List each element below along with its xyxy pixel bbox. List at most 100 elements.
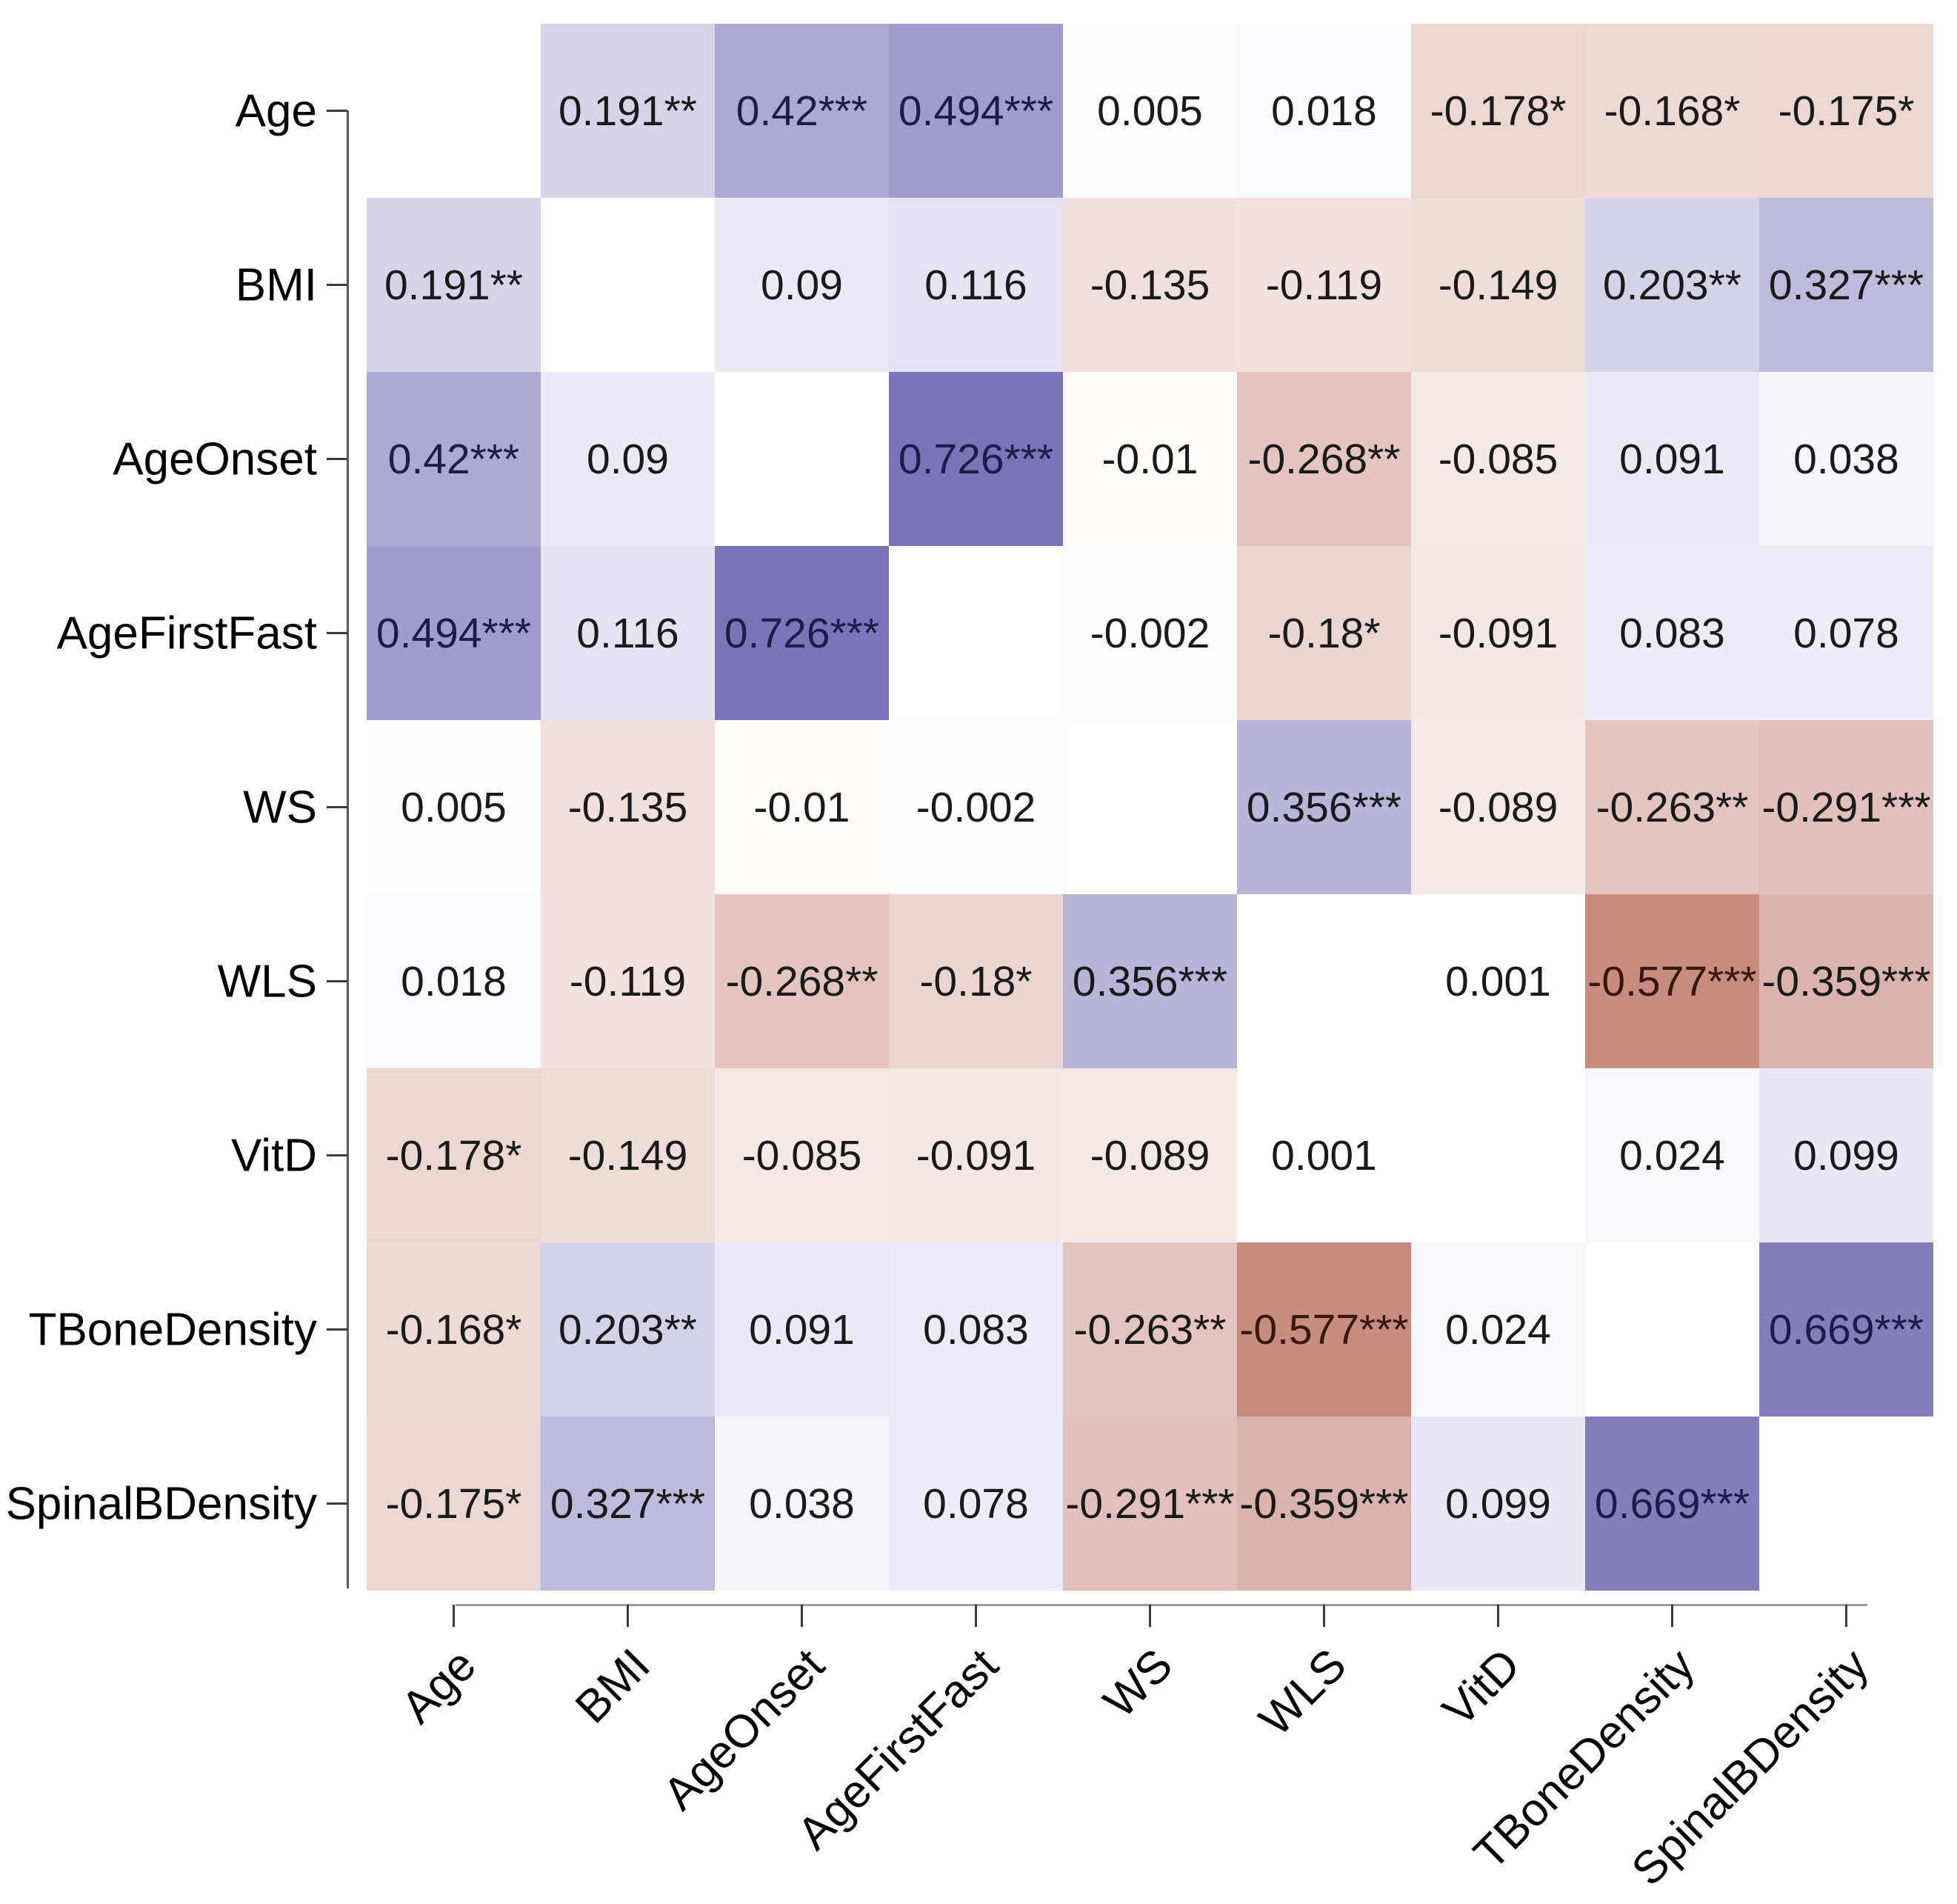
- heatmap-cell: [1585, 1242, 1759, 1417]
- x-axis-tick: [975, 1605, 977, 1627]
- heatmap-cell: 0.09: [541, 372, 715, 546]
- heatmap-cell: -0.577***: [1237, 1242, 1411, 1417]
- heatmap-cell: -0.089: [1411, 720, 1585, 894]
- heatmap-cell: -0.178*: [367, 1068, 541, 1242]
- heatmap-cell: 0.083: [889, 1242, 1063, 1417]
- x-axis-label: WLS: [1250, 1639, 1356, 1746]
- heatmap-cell: [541, 198, 715, 372]
- heatmap-cell: -0.135: [541, 720, 715, 894]
- heatmap-cell: 0.083: [1585, 546, 1759, 720]
- y-axis-line: [347, 110, 349, 1588]
- heatmap-cell: -0.291***: [1759, 720, 1933, 894]
- heatmap-cell: -0.01: [1063, 372, 1237, 546]
- heatmap-cell: -0.268**: [715, 894, 889, 1068]
- heatmap-cell: -0.268**: [1237, 372, 1411, 546]
- heatmap-cell: -0.263**: [1585, 720, 1759, 894]
- x-axis-tick: [1149, 1605, 1151, 1627]
- heatmap-cell: [1759, 1417, 1933, 1591]
- heatmap-cell: -0.18*: [889, 894, 1063, 1068]
- heatmap-cell: -0.091: [889, 1068, 1063, 1242]
- x-axis-tick: [1671, 1605, 1673, 1627]
- heatmap-cell: -0.002: [889, 720, 1063, 894]
- heatmap-cell: 0.116: [889, 198, 1063, 372]
- heatmap-cell: 0.078: [1759, 546, 1933, 720]
- heatmap-cell: -0.263**: [1063, 1242, 1237, 1417]
- x-axis-label: BMI: [566, 1639, 660, 1734]
- heatmap-cell: [715, 372, 889, 546]
- heatmap-cell: -0.119: [541, 894, 715, 1068]
- heatmap-cell: [367, 24, 541, 198]
- heatmap-cell: -0.01: [715, 720, 889, 894]
- heatmap-cell: 0.001: [1411, 894, 1585, 1068]
- y-axis-label: BMI: [235, 259, 317, 310]
- heatmap-cell: [1411, 1068, 1585, 1242]
- heatmap-cell: 0.091: [1585, 372, 1759, 546]
- heatmap-cell: -0.002: [1063, 546, 1237, 720]
- y-axis-tick: [327, 1328, 347, 1331]
- heatmap-cell: 0.116: [541, 546, 715, 720]
- heatmap-cell: 0.005: [367, 720, 541, 894]
- x-axis-tick: [1497, 1605, 1499, 1627]
- heatmap-cell: 0.099: [1411, 1417, 1585, 1591]
- y-axis-label: SpinalBDensity: [5, 1478, 317, 1529]
- heatmap-cell: 0.078: [889, 1417, 1063, 1591]
- heatmap-cell: -0.168*: [367, 1242, 541, 1417]
- heatmap-cell: -0.18*: [1237, 546, 1411, 720]
- y-axis-label: WLS: [217, 956, 317, 1007]
- x-axis-label: VitD: [1433, 1639, 1530, 1737]
- y-axis-tick: [327, 110, 347, 112]
- heatmap-cell: 0.038: [1759, 372, 1933, 546]
- x-axis-tick: [1845, 1605, 1847, 1627]
- heatmap-cell: 0.024: [1585, 1068, 1759, 1242]
- y-axis-tick: [327, 1502, 347, 1505]
- heatmap-cell: 0.001: [1237, 1068, 1411, 1242]
- heatmap-cell: -0.085: [715, 1068, 889, 1242]
- heatmap-cell: 0.038: [715, 1417, 889, 1591]
- heatmap-cell: -0.175*: [367, 1417, 541, 1591]
- y-axis-label: WS: [243, 782, 317, 833]
- heatmap-cell: -0.119: [1237, 198, 1411, 372]
- x-axis-label: Age: [392, 1639, 486, 1734]
- y-axis-label: Age: [235, 85, 317, 136]
- heatmap-cell: 0.726***: [889, 372, 1063, 546]
- heatmap-cell: 0.018: [367, 894, 541, 1068]
- heatmap-cell: 0.494***: [367, 546, 541, 720]
- x-axis-tick: [1323, 1605, 1325, 1627]
- x-axis-line: [456, 1604, 1867, 1606]
- x-axis-tick: [801, 1605, 803, 1627]
- y-axis-tick: [327, 1154, 347, 1156]
- heatmap-cell: -0.168*: [1585, 24, 1759, 198]
- heatmap-cell: [1237, 894, 1411, 1068]
- y-axis-tick: [327, 284, 347, 286]
- heatmap-cell: 0.099: [1759, 1068, 1933, 1242]
- heatmap-cell: 0.024: [1411, 1242, 1585, 1417]
- heatmap-cell: -0.089: [1063, 1068, 1237, 1242]
- heatmap-cell: 0.356***: [1237, 720, 1411, 894]
- heatmap-cell: 0.42***: [715, 24, 889, 198]
- x-axis-tick: [453, 1605, 455, 1627]
- heatmap-cell: -0.359***: [1237, 1417, 1411, 1591]
- heatmap-cell: -0.091: [1411, 546, 1585, 720]
- heatmap-cell: 0.327***: [541, 1417, 715, 1591]
- heatmap-cell: -0.175*: [1759, 24, 1933, 198]
- heatmap-cell: -0.359***: [1759, 894, 1933, 1068]
- y-axis-tick: [327, 458, 347, 460]
- heatmap-cell: -0.085: [1411, 372, 1585, 546]
- x-axis-tick: [627, 1605, 629, 1627]
- x-axis-label: AgeOnset: [653, 1639, 834, 1820]
- heatmap-cell: 0.203**: [541, 1242, 715, 1417]
- heatmap-cell: 0.669***: [1585, 1417, 1759, 1591]
- heatmap-cell: 0.091: [715, 1242, 889, 1417]
- heatmap-cell: [889, 546, 1063, 720]
- heatmap-cell: 0.005: [1063, 24, 1237, 198]
- y-axis-label: VitD: [230, 1130, 317, 1181]
- heatmap-cell: 0.191**: [367, 198, 541, 372]
- heatmap-cell: -0.149: [1411, 198, 1585, 372]
- heatmap-cell: -0.178*: [1411, 24, 1585, 198]
- heatmap-cell: 0.203**: [1585, 198, 1759, 372]
- heatmap-cell: 0.09: [715, 198, 889, 372]
- heatmap-cell: 0.494***: [889, 24, 1063, 198]
- x-axis-label: WS: [1093, 1639, 1182, 1728]
- heatmap-cell: -0.135: [1063, 198, 1237, 372]
- y-axis-tick: [327, 980, 347, 982]
